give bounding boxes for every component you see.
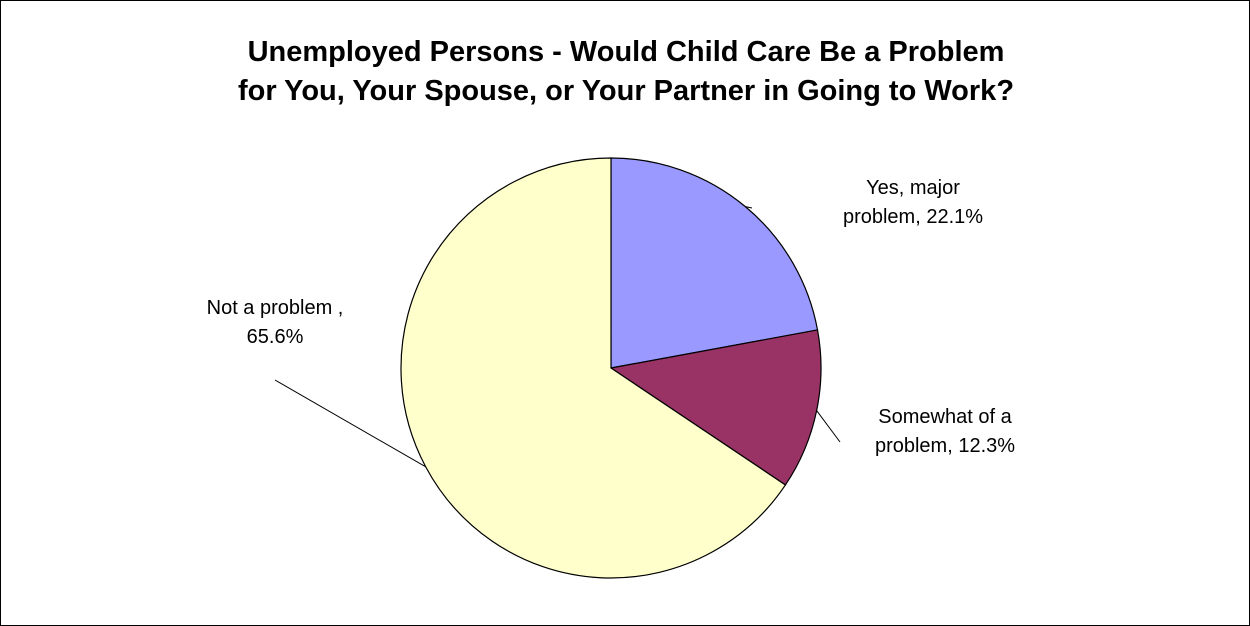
slice-label-line: 65.6% bbox=[247, 326, 304, 348]
leader-line-yes-major-problem bbox=[745, 206, 753, 209]
leader-line-not-a-problem bbox=[274, 379, 426, 468]
slice-label-line: Yes, major bbox=[866, 177, 960, 199]
chart-title: Unemployed Persons - Would Child Care Be… bbox=[1, 33, 1250, 111]
pie-slices bbox=[400, 157, 822, 579]
slice-label-yes-major-problem: Yes, major problem, 22.1% bbox=[843, 177, 983, 228]
slice-label-line: problem, 12.3% bbox=[875, 435, 1015, 457]
slice-labels: Yes, major problem, 22.1% Somewhat of a pro… bbox=[207, 177, 1016, 457]
leader-line-somewhat-of-a-problem bbox=[816, 410, 841, 443]
leader-lines bbox=[274, 206, 841, 468]
chart-title-line-1: Unemployed Persons - Would Child Care Be… bbox=[247, 36, 1005, 68]
pie-slice-somewhat-of-a-problem bbox=[609, 329, 822, 486]
slice-label-not-a-problem: Not a problem , 65.6% bbox=[207, 297, 344, 348]
slice-label-line: problem, 22.1% bbox=[843, 206, 983, 228]
slice-label-line: Somewhat of a bbox=[878, 406, 1012, 428]
chart-title-line-2: for You, Your Spouse, or Your Partner in… bbox=[237, 75, 1015, 107]
slice-label-line: Not a problem , bbox=[207, 297, 344, 319]
slice-label-somewhat-of-a-problem: Somewhat of a problem, 12.3% bbox=[875, 406, 1015, 457]
pie-slice-yes-major-problem bbox=[610, 157, 819, 369]
